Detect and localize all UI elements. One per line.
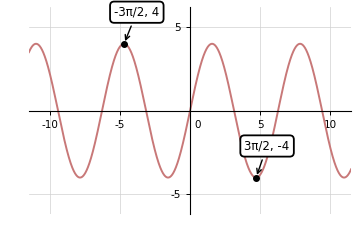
Text: 0: 0 [194,120,201,130]
Text: 3π/2, -4: 3π/2, -4 [244,140,290,174]
Text: -3π/2, 4: -3π/2, 4 [114,6,159,40]
